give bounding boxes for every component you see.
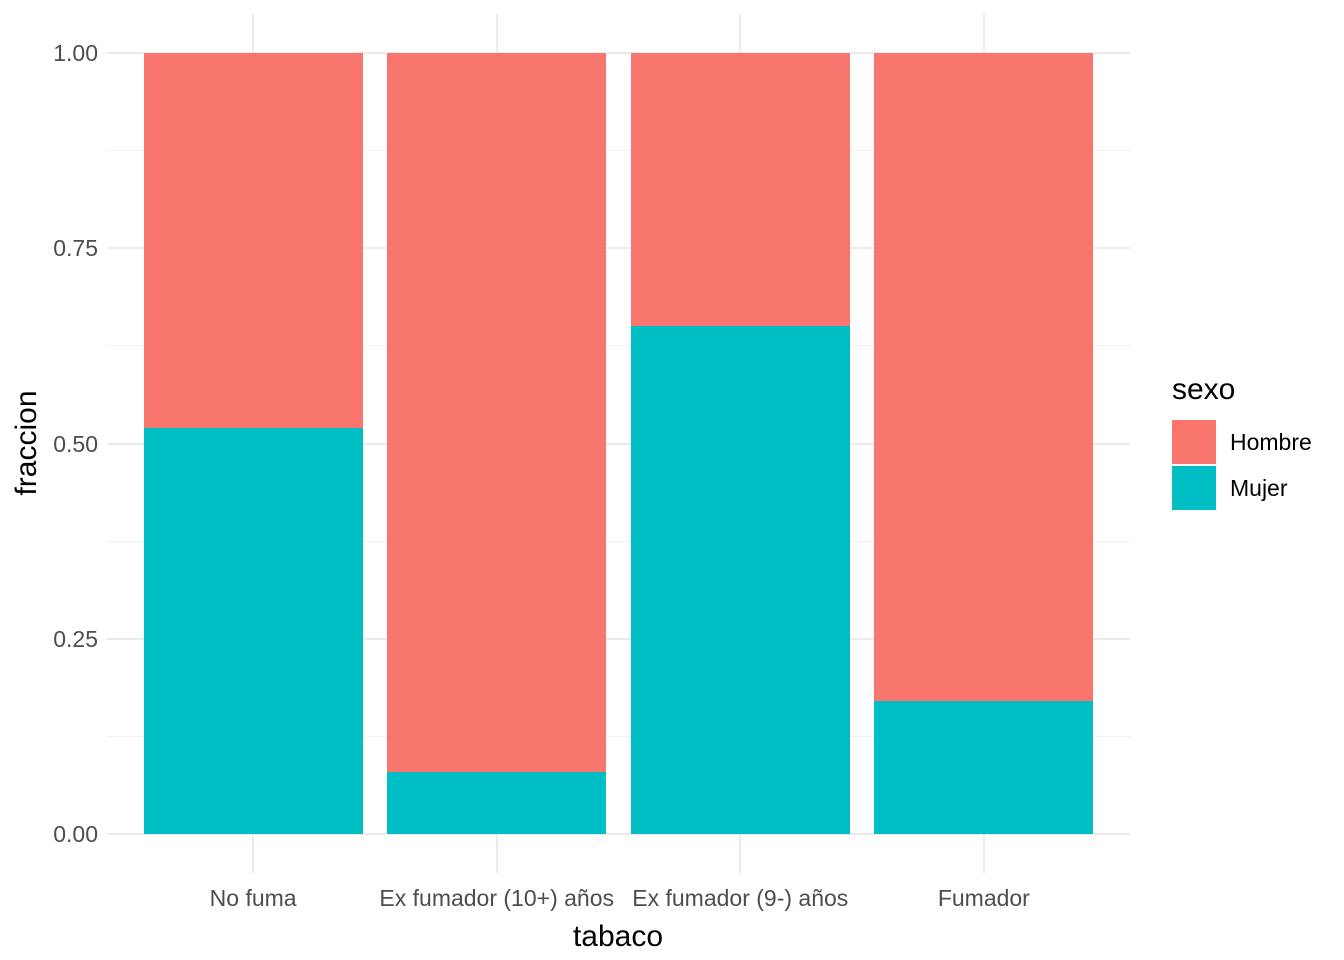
gridline-major-y bbox=[107, 442, 1130, 445]
legend-label: Hombre bbox=[1230, 428, 1312, 455]
x-tick-label: Ex fumador (9-) años bbox=[632, 885, 849, 911]
y-tick-label: 0.75 bbox=[53, 235, 98, 262]
y-tick-label: 1.00 bbox=[53, 40, 98, 66]
x-axis-title: tabaco bbox=[572, 920, 664, 953]
gridline-major-y bbox=[107, 833, 1130, 835]
bar-segment-mujer bbox=[387, 771, 607, 834]
gridline-minor-y bbox=[107, 735, 1130, 737]
y-tick-label: 0.25 bbox=[53, 625, 98, 652]
gridline-minor-y bbox=[107, 540, 1130, 542]
bar-segment-hombre bbox=[630, 53, 850, 327]
gridline-major-y bbox=[107, 247, 1130, 250]
x-tick-label: No fuma bbox=[209, 885, 297, 911]
legend-items: Hombre Mujer bbox=[1172, 420, 1312, 510]
legend-title: sexo bbox=[1172, 373, 1236, 406]
plot-panel bbox=[107, 14, 1130, 873]
legend-key-mujer bbox=[1172, 466, 1216, 510]
bar-segment-mujer bbox=[874, 701, 1094, 834]
y-tick-label: 0.00 bbox=[53, 821, 98, 847]
gridline-major-y bbox=[107, 52, 1130, 54]
x-tick-label: Ex fumador (10+) años bbox=[379, 885, 614, 911]
bar-segment-mujer bbox=[143, 427, 363, 834]
y-tick-label: 0.50 bbox=[53, 430, 98, 457]
bar-segment-hombre bbox=[874, 53, 1094, 702]
legend-entry: Hombre bbox=[1172, 420, 1312, 464]
legend-entry: Mujer bbox=[1172, 466, 1312, 510]
legend-key-hombre bbox=[1172, 420, 1216, 464]
legend: sexo Hombre Mujer bbox=[1172, 372, 1312, 512]
gridline-minor-y bbox=[107, 345, 1130, 347]
gridline-major-y bbox=[107, 637, 1130, 640]
bar-segment-hombre bbox=[143, 53, 363, 428]
gridline-minor-y bbox=[107, 150, 1130, 152]
legend-label: Mujer bbox=[1230, 474, 1288, 501]
bar-segment-mujer bbox=[630, 326, 850, 834]
bar-segment-hombre bbox=[387, 53, 607, 772]
x-tick-label: Fumador bbox=[937, 885, 1030, 911]
